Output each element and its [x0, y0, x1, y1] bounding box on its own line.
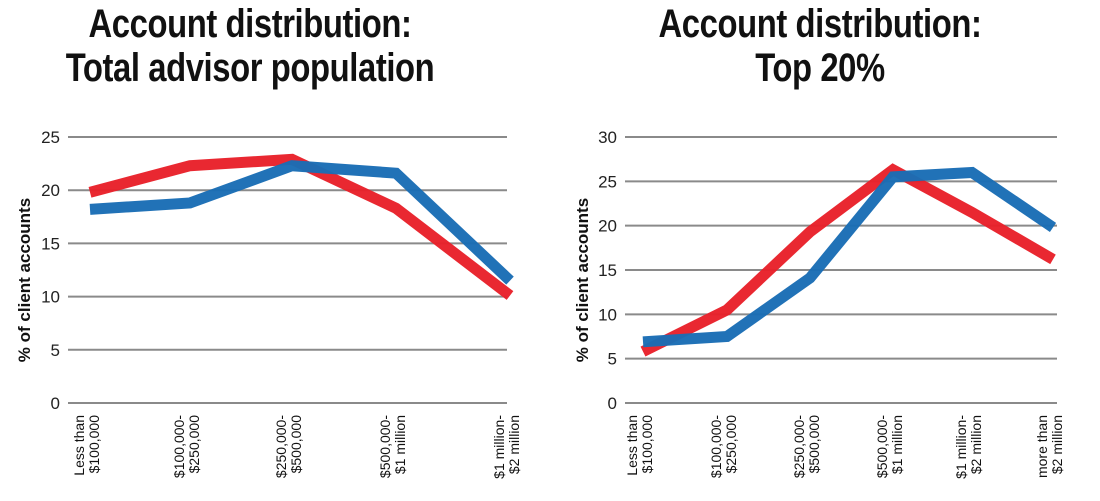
y-tick-label: 30 — [598, 128, 617, 147]
x-tick-label: $100,000- — [171, 415, 187, 478]
y-axis-label: % of client accounts — [15, 198, 34, 362]
x-tick-label: Less than — [71, 415, 87, 476]
x-tick-label: $500,000 — [806, 415, 822, 474]
x-tick-label: $500,000 — [288, 415, 304, 474]
x-tick-label: $100,000 — [86, 415, 102, 474]
y-tick-label: 5 — [51, 341, 60, 360]
chart-title-total: Account distribution: Total advisor popu… — [29, 2, 472, 90]
x-tick-label: $1 million- — [491, 415, 507, 479]
y-tick-label: 10 — [41, 288, 60, 307]
title-line: Account distribution: — [658, 2, 982, 46]
x-tick-label: $1 million — [392, 415, 408, 474]
x-tick-label: $500,000- — [377, 415, 393, 478]
y-axis-label: % of client accounts — [573, 198, 592, 362]
y-tick-label: 20 — [598, 217, 617, 236]
x-tick-label: $1 million — [889, 415, 905, 474]
y-tick-label: 0 — [51, 394, 60, 413]
chart-title-top20: Account distribution: Top 20% — [607, 2, 1033, 90]
x-tick-label: $2 million — [506, 415, 522, 474]
y-tick-label: 5 — [608, 350, 617, 369]
y-tick-label: 15 — [41, 234, 60, 253]
x-tick-label: $250,000- — [791, 415, 807, 478]
x-tick-label: $1 million- — [953, 415, 969, 479]
x-tick-label: more than — [1034, 415, 1050, 478]
y-tick-label: 15 — [598, 261, 617, 280]
title-line: Top 20% — [755, 46, 885, 90]
y-tick-label: 25 — [41, 128, 60, 147]
series-line-red — [640, 163, 1056, 357]
x-tick-label: $250,000- — [273, 415, 289, 478]
y-tick-label: 25 — [598, 172, 617, 191]
chart-1: 0 5 10 15 20 25 30 % of client accounts Less tha… — [573, 128, 1065, 479]
y-tick-label: 0 — [608, 394, 617, 413]
y-tick-label: 20 — [41, 181, 60, 200]
x-tick-label: $100,000- — [708, 415, 724, 478]
series-line-blue — [89, 160, 514, 285]
x-tick-label: $500,000- — [874, 415, 890, 478]
title-line: Account distribution: — [88, 2, 412, 46]
x-tick-label: $250,000 — [186, 415, 202, 474]
x-tick-label: Less than — [624, 415, 640, 476]
x-tick-label: $100,000 — [639, 415, 655, 474]
title-line: Total advisor population — [65, 46, 435, 90]
x-tick-label: $2 million — [968, 415, 984, 474]
series-line-blue — [642, 166, 1057, 348]
y-tick-label: 10 — [598, 305, 617, 324]
x-tick-label: $250,000 — [723, 415, 739, 474]
x-tick-label: $2 million — [1049, 415, 1065, 474]
